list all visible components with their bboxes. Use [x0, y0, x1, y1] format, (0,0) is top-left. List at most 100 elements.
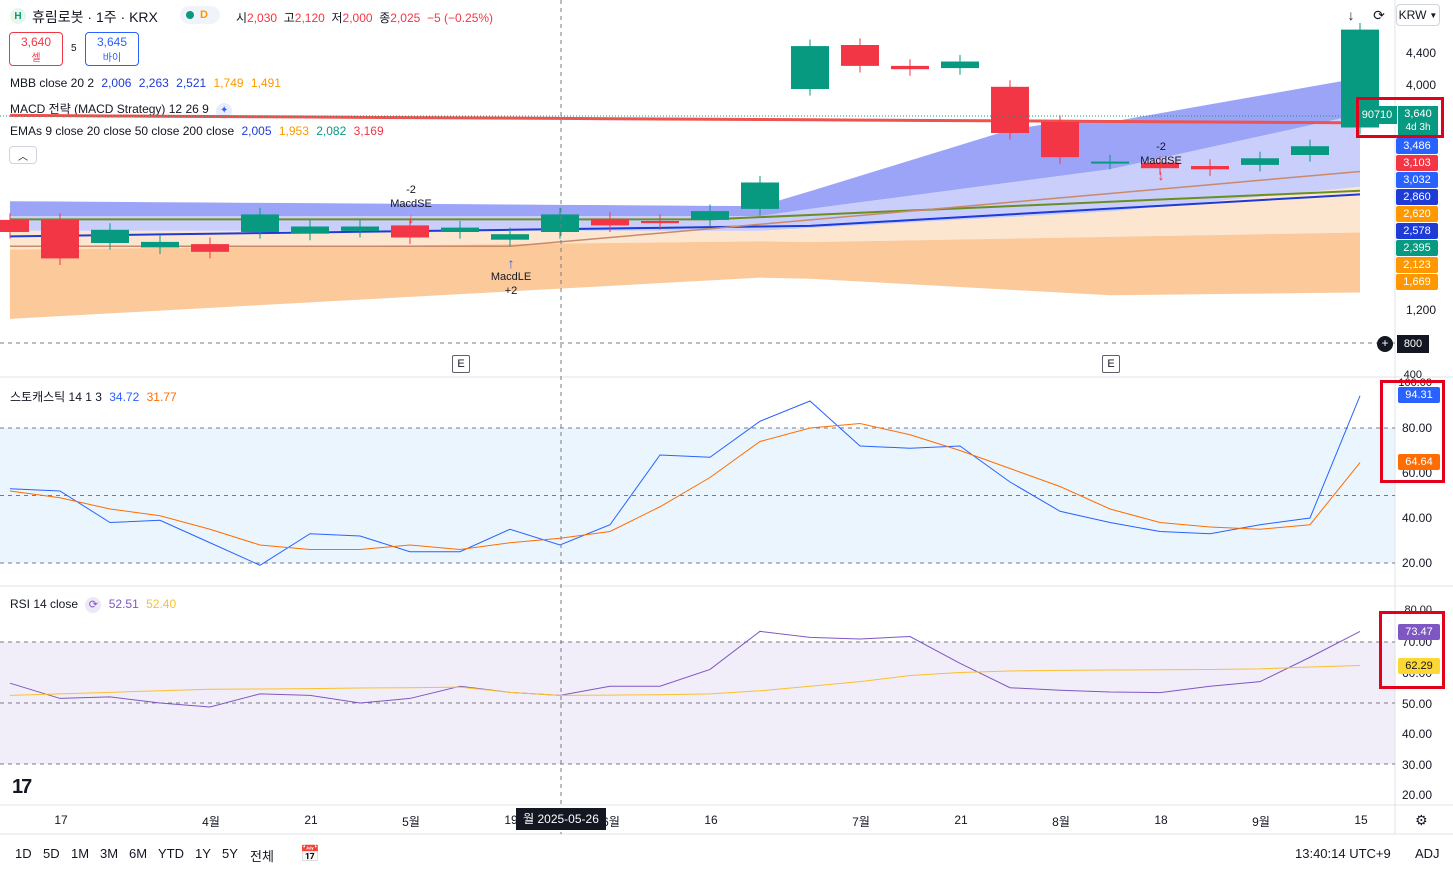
- earnings-marker[interactable]: E: [452, 355, 470, 373]
- price-change: −5 (−0.25%): [427, 11, 494, 25]
- x-axis-label: 21: [954, 813, 968, 827]
- indicator-price-label: 2,620: [1396, 206, 1438, 222]
- mbb-lower-band: [10, 186, 1360, 250]
- timeframe-button[interactable]: 전체: [250, 849, 274, 864]
- rsi-label: 73.47: [1398, 624, 1440, 640]
- sync-icon[interactable]: ⟳: [85, 597, 102, 613]
- indicator-price-label: 2,578: [1396, 223, 1438, 239]
- timeframe-button[interactable]: 5Y: [222, 846, 238, 861]
- arrow-down-icon: ↓: [1157, 167, 1165, 183]
- candle: [891, 65, 929, 70]
- sparkle-icon[interactable]: ✦: [216, 103, 233, 119]
- earnings-marker[interactable]: E: [1102, 355, 1120, 373]
- price-axis-label: 400: [1403, 369, 1422, 381]
- indicator-price-label: 1,669: [1396, 274, 1438, 290]
- candle: [341, 226, 379, 231]
- x-axis-label: 8월: [1052, 815, 1070, 829]
- timeframe-button[interactable]: 1Y: [195, 846, 211, 861]
- candle: [141, 241, 179, 248]
- market-dot-icon: [186, 11, 194, 19]
- x-axis-label: 17: [54, 813, 68, 827]
- signal-long-1[interactable]: ↑ MacdLE +2: [490, 255, 532, 297]
- stoch-k-label: 94.31: [1398, 387, 1440, 403]
- clock[interactable]: 13:40:14 UTC+9: [1295, 846, 1391, 861]
- adj-toggle[interactable]: ADJ: [1415, 846, 1440, 861]
- replay-button[interactable]: ⟳: [1368, 4, 1390, 26]
- timeframe-button[interactable]: YTD: [158, 846, 184, 861]
- ema-20-line: [9, 193, 1361, 238]
- candle: [291, 226, 329, 234]
- download-button[interactable]: ↓: [1340, 4, 1362, 26]
- timeframe-button[interactable]: 5D: [43, 846, 60, 861]
- signal-short-2[interactable]: -2 MacdSE ↓: [1140, 141, 1182, 183]
- emas-legend[interactable]: EMAs 9 close 20 close 50 close 200 close…: [10, 124, 384, 138]
- candle: [741, 182, 779, 209]
- tradingview-logo[interactable]: 17: [12, 776, 32, 798]
- crosshair-price-label: 800: [1397, 335, 1429, 353]
- timeframe-button[interactable]: 1D: [15, 846, 32, 861]
- candle: [1191, 166, 1229, 170]
- symbol-badge: H: [10, 8, 26, 24]
- candle: [41, 219, 79, 259]
- x-axis-label: 9월: [1252, 815, 1270, 829]
- collapse-legend-button[interactable]: ︿: [9, 146, 37, 164]
- candle: [441, 227, 479, 232]
- candle: [1141, 162, 1179, 169]
- candle: [991, 86, 1029, 133]
- chevron-up-icon: ︿: [18, 151, 28, 163]
- candle: [91, 229, 129, 243]
- stoch-axis-label: 80.00: [1401, 421, 1432, 435]
- timeframe-button[interactable]: 6M: [129, 846, 148, 861]
- ema-50-line: [10, 189, 1361, 221]
- sell-button[interactable]: 3,640 셀: [9, 32, 63, 66]
- stoch-k-line: [9, 395, 1361, 566]
- candle: [0, 219, 29, 232]
- timeframe-button[interactable]: 1M: [71, 846, 90, 861]
- candle: [241, 214, 279, 232]
- timeframe-button[interactable]: 3M: [100, 846, 119, 861]
- currency-select[interactable]: KRW ▼: [1396, 4, 1440, 26]
- candle: [391, 225, 429, 238]
- indicator-price-label: 3,032: [1396, 172, 1438, 188]
- download-icon: ↓: [1347, 7, 1355, 23]
- crosshair-date-label: 월 2025-05-26: [516, 808, 606, 830]
- mbb-outer-band: [10, 232, 1360, 319]
- last-price-label: 90710: [1357, 106, 1397, 124]
- candle: [1291, 146, 1329, 155]
- signal-short-1[interactable]: -2 MacdSE ↓: [390, 184, 432, 226]
- candle: [541, 214, 579, 232]
- rsi-ma-line: [9, 665, 1361, 696]
- x-axis-label: 6월: [602, 815, 620, 829]
- rsi-legend[interactable]: RSI 14 close ⟳ 52.51 52.40: [10, 597, 177, 613]
- x-axis-label: 18: [1154, 813, 1168, 827]
- rsi-axis-label: 40.00: [1401, 727, 1432, 741]
- x-axis-label: 5월: [402, 815, 420, 829]
- market-status-toggle[interactable]: D: [180, 6, 220, 24]
- date-range-icon[interactable]: 📅: [300, 846, 320, 863]
- x-axis-label: 21: [304, 813, 318, 827]
- candle: [791, 46, 829, 89]
- add-alert-button[interactable]: +: [1377, 336, 1393, 352]
- buy-button[interactable]: 3,645 바이: [85, 32, 139, 66]
- rsi-ma-label: 62.29: [1398, 658, 1440, 674]
- symbol-title[interactable]: 휴림로봇 · 1주 · KRX: [32, 9, 158, 25]
- last-price-tag: 3,640 4d 3h: [1398, 106, 1438, 136]
- stoch-legend[interactable]: 스토캐스틱 14 1 3 34.72 31.77: [10, 390, 177, 404]
- chevron-down-icon: ▼: [1429, 10, 1438, 20]
- price-axis-label: 4,000: [1405, 78, 1436, 92]
- price-axis-label: 4,400: [1405, 46, 1436, 60]
- stoch-d-label: 64.64: [1398, 454, 1440, 470]
- x-axis-label: 15: [1354, 813, 1368, 827]
- x-axis-label: 7월: [852, 815, 870, 829]
- settings-icon[interactable]: ⚙: [1415, 812, 1428, 828]
- highlight-box: [1356, 97, 1444, 138]
- rsi-line: [9, 630, 1361, 708]
- candle: [841, 45, 879, 66]
- macd-strategy-legend[interactable]: MACD 전략 (MACD Strategy) 12 26 9 ✦: [10, 100, 236, 119]
- candle: [691, 211, 729, 220]
- mbb-legend[interactable]: MBB close 20 2 2,006 2,263 2,521 1,749 1…: [10, 76, 281, 90]
- candle: [191, 244, 229, 252]
- indicator-price-label: 2,860: [1396, 189, 1438, 205]
- delay-badge: D: [200, 9, 208, 21]
